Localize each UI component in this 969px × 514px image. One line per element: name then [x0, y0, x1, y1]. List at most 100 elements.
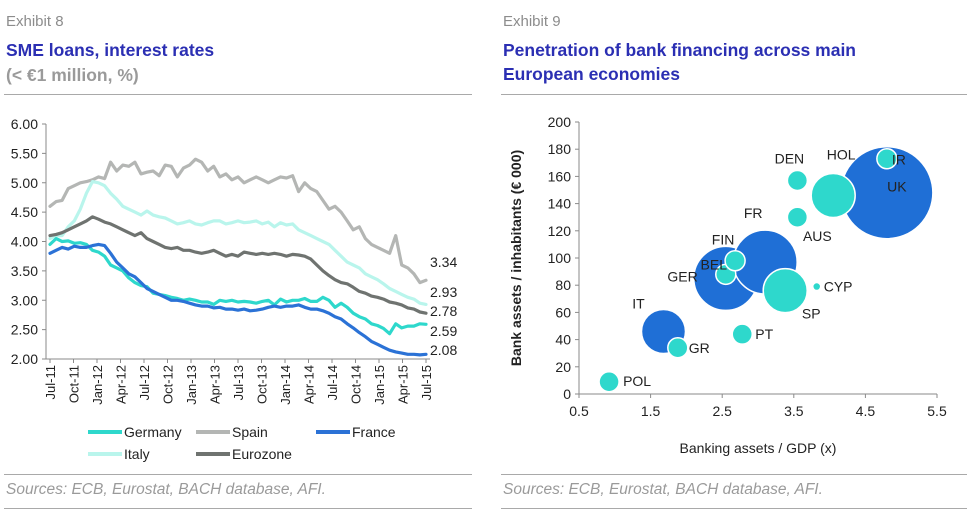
exhibit-number: Exhibit 8 — [6, 13, 64, 30]
x-tick-label: Apr-14 — [302, 365, 317, 404]
x-tick-label: 3.5 — [784, 403, 804, 419]
y-tick-label: 2.50 — [11, 322, 38, 338]
chart-title-line-1: Penetration of bank financing across mai… — [503, 40, 856, 60]
x-axis-title: Banking assets / GDP (x) — [680, 440, 837, 456]
chart-title-line-2: European economies — [503, 64, 680, 84]
x-tick-label: Jul-13 — [231, 365, 246, 400]
y-tick-label: 5.50 — [11, 145, 38, 161]
x-tick-label: Apr-12 — [114, 365, 129, 404]
chart-subtitle: (< €1 million, %) — [6, 65, 139, 85]
footer-divider — [4, 508, 472, 509]
end-value-label-germany: 2.59 — [430, 323, 457, 339]
y-tick-label: 200 — [548, 114, 572, 130]
bubble-pt — [731, 323, 753, 345]
bubble-cyp — [811, 281, 822, 292]
x-tick-label: Oct-11 — [67, 365, 82, 403]
bubble-hol — [810, 172, 856, 219]
y-tick-label: 3.50 — [11, 263, 38, 279]
bubble-label-gr: GR — [689, 340, 710, 356]
legend-label-france: France — [352, 424, 396, 440]
bubble-label-fin: FIN — [712, 232, 735, 248]
y-tick-label: 6.00 — [11, 116, 38, 132]
y-tick-label: 80 — [555, 277, 571, 293]
line-chart: 6.00 5.50 5.00 4.50 4.00 3.50 3.00 2.50 2.00 Jul-… — [11, 116, 458, 462]
series-line-eurozone — [48, 215, 428, 315]
bubble-label-ger: GER — [667, 268, 697, 284]
exhibit-number: Exhibit 9 — [503, 13, 561, 30]
y-tick-label: 40 — [555, 332, 571, 348]
bubble-pol — [598, 371, 620, 393]
bubble-gr — [667, 337, 689, 359]
bottom-divider — [4, 474, 472, 475]
x-tick-label: Jan-12 — [90, 365, 105, 405]
bottom-divider — [501, 474, 967, 475]
x-tick-label: Jul-15 — [419, 365, 434, 400]
y-axis-title: Bank assets / inhabitants (€ 000) — [508, 150, 524, 366]
top-divider — [501, 94, 967, 95]
y-tick-label: 20 — [555, 359, 571, 375]
end-value-label-france: 2.08 — [430, 342, 457, 358]
y-tick-label: 2.00 — [11, 351, 38, 367]
source-note: Sources: ECB, Eurostat, BACH database, A… — [6, 481, 326, 498]
y-tick-label: 3.00 — [11, 292, 38, 308]
x-tick-label: Jan-14 — [278, 365, 293, 405]
x-tick-label: Jan-15 — [372, 365, 387, 405]
x-tick-label: 4.5 — [856, 403, 876, 419]
legend-label-italy: Italy — [124, 446, 150, 462]
end-value-label-eurozone: 2.78 — [430, 303, 457, 319]
x-tick-label: 2.5 — [712, 403, 732, 419]
chart-title: SME loans, interest rates — [6, 40, 215, 60]
exhibit-9-panel: Exhibit 9 Penetration of bank financing … — [497, 0, 969, 514]
y-tick-label: 4.00 — [11, 234, 38, 250]
chart-title: Penetration of bank financing across mai… — [503, 38, 856, 86]
bubble-label-aus: AUS — [803, 228, 832, 244]
bubble-label-bel: BEL — [701, 256, 728, 272]
legend-label-spain: Spain — [232, 424, 268, 440]
bubble-label-hol: HOL — [827, 146, 856, 162]
x-tick-label: Oct-12 — [161, 365, 176, 404]
y-tick-label: 0 — [563, 386, 571, 402]
source-note: Sources: ECB, Eurostat, BACH database, A… — [503, 481, 823, 498]
y-tick-label: 100 — [548, 250, 572, 266]
bubble-aus — [786, 206, 809, 228]
bubble-den — [786, 169, 809, 192]
top-divider — [4, 94, 472, 95]
y-tick-label: 140 — [548, 196, 572, 212]
bubble-fin — [724, 249, 746, 272]
series-line-germany — [48, 237, 428, 336]
bubble-label-pt: PT — [755, 326, 773, 342]
exhibit-8-panel: Exhibit 8 SME loans, interest rates (< €… — [0, 0, 480, 514]
y-tick-label: 180 — [548, 141, 572, 157]
bubble-sp — [762, 267, 808, 314]
x-tick-label: Jan-13 — [184, 365, 199, 405]
x-tick-label: 0.5 — [569, 403, 589, 419]
footer-divider — [501, 508, 967, 509]
x-tick-label: 1.5 — [641, 403, 661, 419]
x-tick-label: Apr-15 — [396, 365, 411, 404]
bubble-label-fr: FR — [744, 205, 763, 221]
legend-label-eurozone: Eurozone — [232, 446, 292, 462]
y-tick-label: 160 — [548, 168, 572, 184]
bubble-label-it: IT — [632, 295, 645, 311]
bubble-chart: 0 20 40 60 80 100 120 140 160 180 200 0.5 1.5 2.5 3.5 4… — [508, 114, 947, 456]
series-line-italy — [48, 179, 428, 306]
end-value-label-italy: 2.93 — [430, 284, 457, 300]
y-tick-label: 120 — [548, 223, 572, 239]
bubble-label-ir: IR — [892, 152, 906, 168]
y-tick-label: 60 — [555, 304, 571, 320]
x-tick-label: Jul-14 — [325, 365, 340, 400]
y-tick-label: 4.50 — [11, 204, 38, 220]
x-tick-label: Oct-14 — [349, 365, 364, 404]
series-line-france — [48, 242, 428, 357]
bubble-label-den: DEN — [775, 150, 805, 166]
bubble-ir — [876, 147, 898, 170]
series-line-spain — [48, 157, 428, 285]
x-tick-label: Jul-12 — [137, 365, 152, 400]
end-value-label-spain: 3.34 — [430, 254, 457, 270]
y-tick-label: 5.00 — [11, 175, 38, 191]
legend-label-germany: Germany — [124, 424, 182, 440]
x-tick-label: 5.5 — [927, 403, 947, 419]
bubble-label-pol: POL — [623, 373, 651, 389]
x-tick-label: Jul-11 — [43, 365, 58, 399]
bubble-label-cyp: CYP — [824, 279, 853, 295]
